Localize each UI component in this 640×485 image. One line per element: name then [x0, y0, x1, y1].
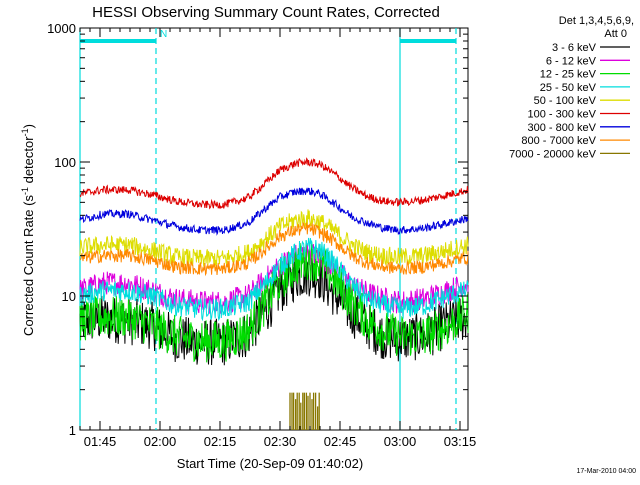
y-tick-label-100: 100 [54, 155, 76, 170]
legend-label-25-50-kev: 25 - 50 keV [540, 82, 597, 94]
legend-label-12-25-kev: 12 - 25 keV [540, 69, 597, 81]
x-axis-label: Start Time (20-Sep-09 01:40:02) [177, 456, 363, 471]
series-800-7000-kev [79, 222, 469, 277]
chart-title: HESSI Observing Summary Count Rates, Cor… [92, 4, 440, 21]
x-tick-label-02-00: 02:00 [144, 434, 177, 449]
y-tick-label-1: 1 [69, 423, 76, 438]
y-tick-label-1000: 1000 [47, 21, 76, 36]
legend-label-800-7000-kev: 800 - 7000 keV [521, 135, 596, 147]
footer-timestamp: 17-Mar-2010 04:00 [576, 468, 636, 475]
series-50-100-kev [79, 209, 469, 268]
spike-layer [289, 392, 320, 430]
night-markers: N [79, 28, 457, 430]
legend-header-line-1: Det 1,3,4,5,6,9, [559, 15, 634, 27]
y-axis-label-part-2: detector [21, 136, 36, 187]
series-100-300-kev [79, 157, 469, 210]
series-12-25-kev [79, 240, 469, 363]
series-300-800-kev [79, 187, 469, 236]
y-axis-label-part-1: Corrected Count Rate (s [21, 195, 36, 336]
series-layer [79, 157, 469, 366]
x-tick-label-03-00: 03:00 [384, 434, 417, 449]
x-tick-label-02-45: 02:45 [324, 434, 357, 449]
legend-label-6-12-kev: 6 - 12 keV [546, 55, 597, 67]
x-axis: 01:45 02:00 02:15 02:30 02:45 03:00 03:15 [79, 28, 477, 449]
y-axis-label: Corrected Count Rate (s-1 detector-1) [20, 124, 36, 336]
y-axis-label-sup-1: -1 [20, 187, 30, 195]
series-25-50-kev [79, 237, 469, 322]
x-tick-label-02-30: 02:30 [264, 434, 297, 449]
night-flag-label: N [160, 29, 167, 40]
x-tick-label-01-45: 01:45 [84, 434, 117, 449]
legend-header-line-2: Att 0 [604, 28, 627, 40]
x-tick-label-03-15: 03:15 [444, 434, 477, 449]
y-axis-label-part-3: ) [21, 124, 36, 128]
legend-label-50-100-kev: 50 - 100 keV [534, 95, 597, 107]
legend-label-100-300-kev: 100 - 300 keV [528, 109, 597, 121]
legend-label-7000-20000-kev: 7000 - 20000 keV [509, 148, 597, 160]
y-axis-label-sup-2: -1 [20, 128, 30, 136]
y-tick-label-10: 10 [62, 289, 76, 304]
legend-label-3-6-kev: 3 - 6 keV [552, 42, 597, 54]
y-axis: 1 10 100 1000 [47, 21, 468, 438]
legend-label-300-800-kev: 300 - 800 keV [528, 122, 597, 134]
x-tick-label-02-15: 02:15 [204, 434, 237, 449]
